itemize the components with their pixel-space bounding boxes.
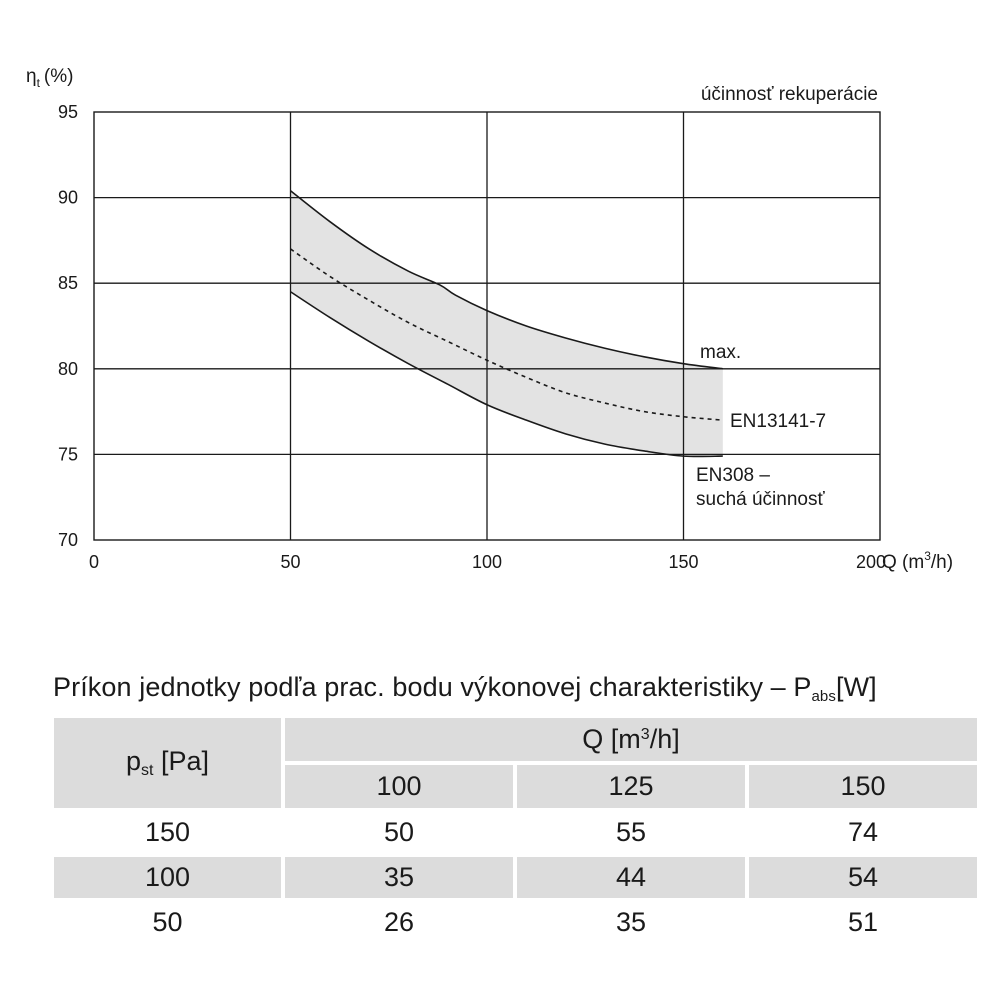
table-title-text: Príkon jednotky podľa prac. bodu výkonov…	[53, 672, 812, 702]
q-value-cell: 100	[285, 765, 513, 808]
power-value-cell: 35	[615, 907, 647, 937]
table-row: 50 26 35 51	[54, 902, 977, 943]
curve-layer	[290, 190, 723, 458]
series-line-0	[290, 190, 723, 370]
table-header-row: pst [Pa] Q [m3/h]	[54, 718, 977, 808]
power-value-cell: 55	[615, 817, 647, 847]
efficiency-chart: 70 75 80 85 90 95 0 50 100 150 200 ηt (%) účinnosť …	[26, 66, 953, 573]
x-tick-label: 150	[668, 552, 698, 572]
grid-layer	[93, 111, 881, 541]
x-axis-label: Q (m3/h)	[882, 549, 953, 573]
q-value-cell: 150	[749, 765, 977, 808]
table-title-unit: [W]	[835, 672, 877, 702]
table-row: 150 50 55 74	[54, 812, 977, 853]
power-value-cell: 51	[847, 907, 879, 937]
power-consumption-table: pst [Pa] Q [m3/h] 100 125 150 150 50 55 …	[50, 714, 981, 947]
power-value-cell: 50	[383, 817, 415, 847]
en308-curve-label-line1: EN308 –	[696, 465, 770, 486]
table-title: Príkon jednotky podľa prac. bodu výkonov…	[53, 672, 877, 705]
table-title-sub: abs	[811, 688, 836, 705]
pst-header-cell: pst [Pa]	[54, 718, 281, 808]
pst-value-cell: 100	[54, 857, 281, 898]
q-value-cell: 125	[517, 765, 745, 808]
en308-curve-label-line2: suchá účinnosť	[696, 489, 825, 510]
series-line-2	[290, 291, 723, 458]
y-tick-label: 75	[58, 444, 78, 464]
y-tick-label: 85	[58, 273, 78, 293]
chart-title: účinnosť rekuperácie	[701, 84, 878, 105]
y-tick-label: 80	[58, 359, 78, 379]
efficiency-band-layer	[290, 190, 723, 457]
tick-layer: 70 75 80 85 90 95 0 50 100 150 200	[58, 102, 886, 572]
y-tick-label: 90	[58, 188, 78, 208]
power-value-cell: 44	[517, 857, 745, 898]
table-q-values-row: 100 125 150	[54, 765, 977, 808]
y-tick-label: 70	[58, 530, 78, 550]
q-header-cell: Q [m3/h]	[285, 718, 977, 761]
series-line-1	[290, 248, 723, 421]
pst-value-cell: 150	[144, 817, 191, 847]
x-tick-label: 100	[472, 552, 502, 572]
max-curve-label: max.	[700, 342, 741, 363]
en13141-curve-label: EN13141-7	[730, 411, 826, 432]
x-tick-label: 0	[89, 552, 99, 572]
power-value-cell: 54	[749, 857, 977, 898]
power-value-cell: 74	[847, 817, 879, 847]
x-tick-label: 200	[856, 552, 886, 572]
power-value-cell: 35	[285, 857, 513, 898]
y-axis-label: ηt (%)	[26, 66, 73, 90]
y-tick-label: 95	[58, 102, 78, 122]
x-tick-label: 50	[280, 552, 300, 572]
pst-value-cell: 50	[152, 907, 183, 937]
efficiency-band	[290, 190, 723, 457]
table-row: 100 35 44 54	[54, 857, 977, 898]
power-value-cell: 26	[383, 907, 415, 937]
